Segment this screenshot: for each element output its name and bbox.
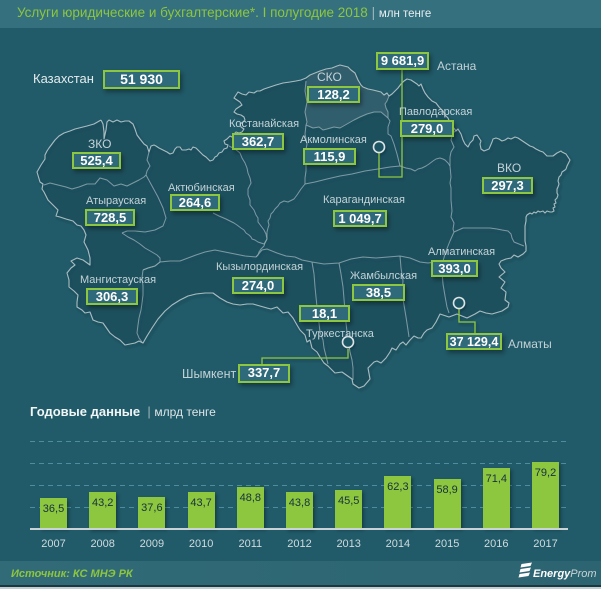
svg-text:EnergyProm: EnergyProm [533, 568, 597, 580]
